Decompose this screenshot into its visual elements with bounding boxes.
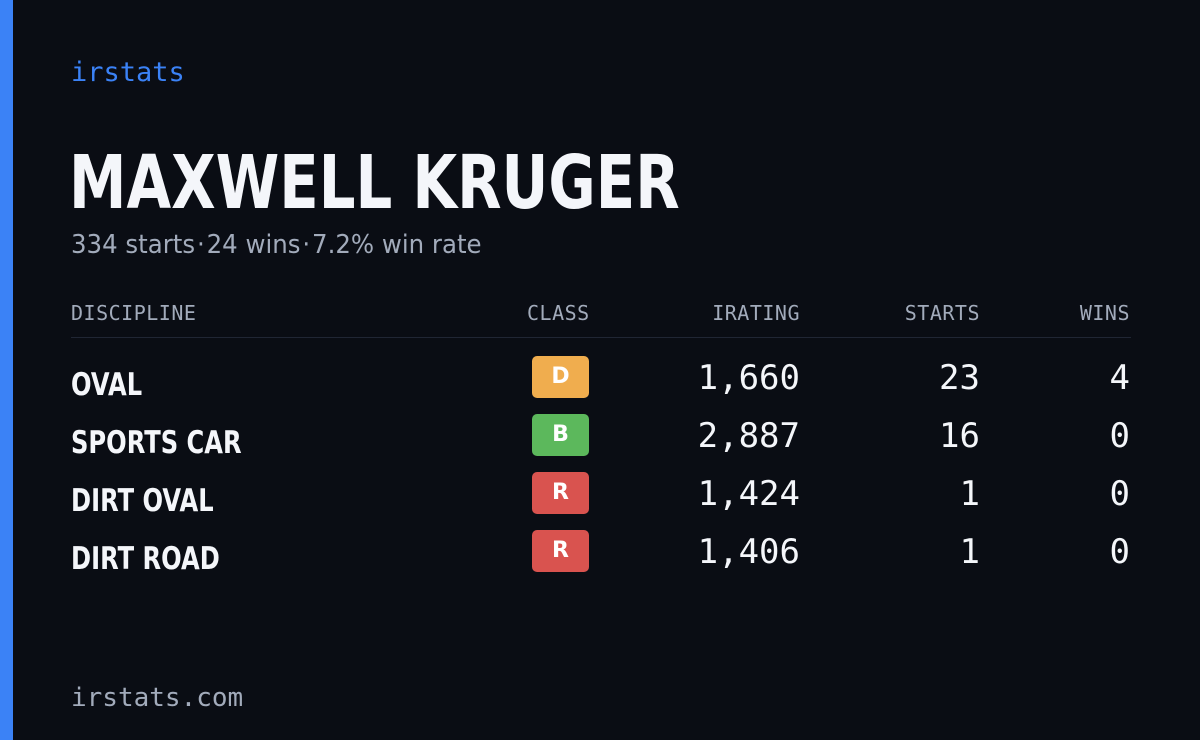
irating-value: 1,424 [697,474,800,514]
summary-separator: · [196,230,205,260]
player-summary: 334 starts·24 wins·7.2% win rate [71,228,482,262]
starts-value: 1 [959,474,980,514]
wins-value: 4 [1109,358,1130,398]
table-row: DIRT OVAL R 1,424 1 0 [71,470,1131,528]
header-starts: STARTS [904,301,980,325]
footer-url[interactable]: irstats.com [71,683,244,713]
class-badge: R [532,472,589,514]
accent-bar [0,0,13,740]
irating-value: 2,887 [697,416,800,456]
table-body: OVAL D 1,660 23 4 SPORTS CAR B 2,887 16 … [71,338,1131,586]
stats-table: DISCIPLINE CLASS IRATING STARTS WINS OVA… [71,298,1131,586]
wins-value: 0 [1109,532,1130,572]
discipline-label: SPORTS CAR [71,425,242,461]
table-header: DISCIPLINE CLASS IRATING STARTS WINS [71,298,1131,338]
header-irating: IRATING [712,301,800,325]
starts-value: 23 [939,358,980,398]
class-badge: R [532,530,589,572]
table-row: OVAL D 1,660 23 4 [71,354,1131,412]
discipline-label: DIRT OVAL [71,483,214,519]
class-badge: D [532,356,589,398]
table-row: DIRT ROAD R 1,406 1 0 [71,528,1131,586]
summary-separator: · [302,230,311,260]
header-discipline: DISCIPLINE [71,301,197,325]
starts-value: 1 [959,532,980,572]
summary-win-rate: 7.2% win rate [312,230,482,260]
irating-value: 1,406 [697,532,800,572]
class-badge: B [532,414,589,456]
wins-value: 0 [1109,416,1130,456]
header-class: CLASS [527,301,590,325]
summary-wins: 24 wins [206,230,301,260]
discipline-label: OVAL [71,367,143,403]
discipline-label: DIRT ROAD [71,541,220,577]
irating-value: 1,660 [697,358,800,398]
header-wins: WINS [1079,301,1130,325]
table-row: SPORTS CAR B 2,887 16 0 [71,412,1131,470]
starts-value: 16 [939,416,980,456]
wins-value: 0 [1109,474,1130,514]
player-name: MAXWELL KRUGER [69,140,680,226]
summary-starts: 334 starts [71,230,196,260]
brand-logo[interactable]: irstats [71,57,185,88]
